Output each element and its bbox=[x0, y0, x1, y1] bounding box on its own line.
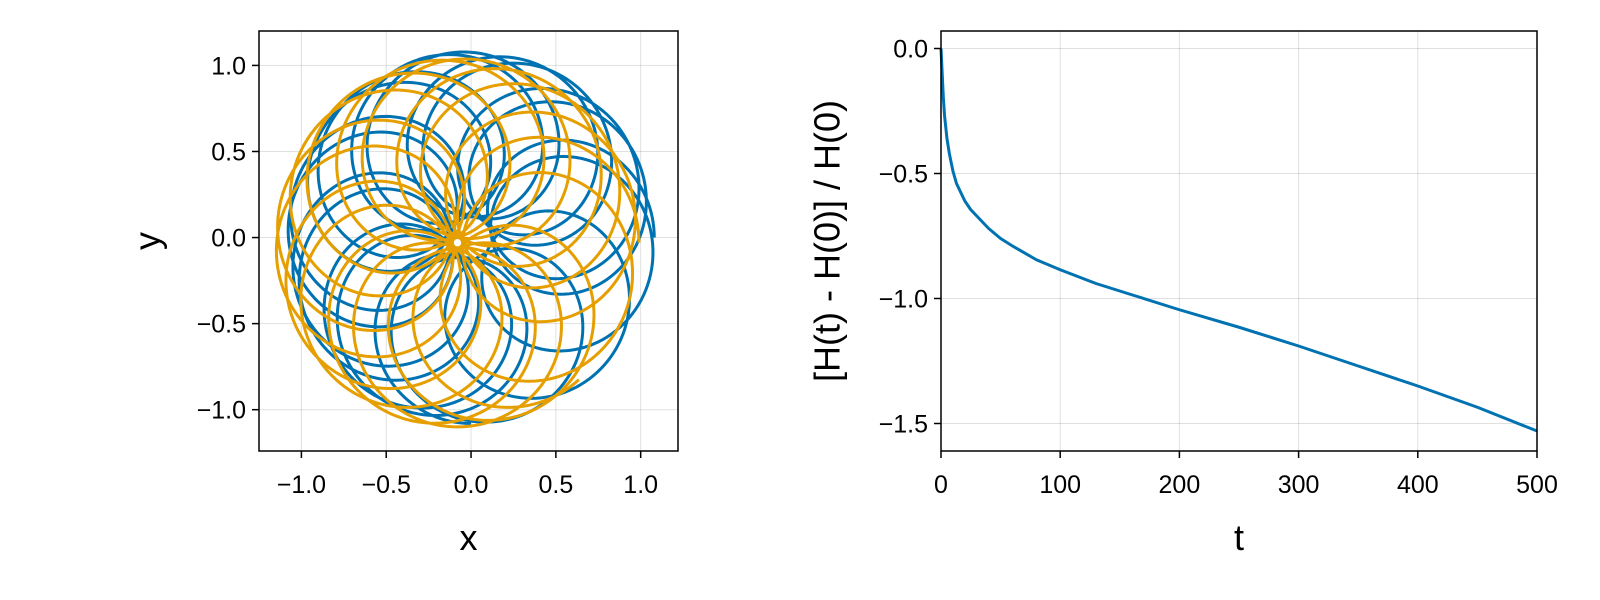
t-axis-label: t bbox=[1234, 517, 1244, 558]
energy-error-axis-label: [H(t) - H(0)] / H(0) bbox=[807, 100, 848, 382]
series-line-0 bbox=[939, 48, 1538, 433]
x-tick-label: 300 bbox=[1278, 471, 1320, 499]
trajectory-plot-ticks: −1.0 −0.5 0.0 0.5 1.0 −1.0 −0.5 0.0 0.5 1.0 bbox=[197, 52, 658, 499]
x-tick-label: 0.5 bbox=[538, 471, 573, 499]
y-tick-label: 0.0 bbox=[211, 225, 246, 253]
energy-error-plot: 0 100 200 300 400 500 0.0 −0.5 −1.0 −1.5 t [H(t) … bbox=[807, 30, 1558, 558]
y-tick-label: −0.5 bbox=[879, 161, 928, 189]
x-tick-label: 0 bbox=[934, 471, 948, 499]
trajectory-plot-series bbox=[274, 50, 656, 429]
energy-error-plot-ticks: 0 100 200 300 400 500 0.0 −0.5 −1.0 −1.5 bbox=[879, 36, 1558, 500]
x-tick-label: 400 bbox=[1397, 471, 1439, 499]
x-axis-label: x bbox=[460, 517, 478, 558]
y-tick-label: 0.5 bbox=[211, 138, 246, 166]
x-tick-label: 500 bbox=[1516, 471, 1558, 499]
x-tick-label: −1.0 bbox=[277, 471, 326, 499]
energy-error-plot-frame bbox=[940, 30, 1538, 452]
y-axis-label: y bbox=[127, 232, 168, 250]
y-tick-label: −1.0 bbox=[879, 286, 928, 314]
energy-error-plot-series bbox=[939, 48, 1538, 433]
energy-error-plot-grid bbox=[940, 31, 1538, 451]
x-tick-label: 100 bbox=[1039, 471, 1081, 499]
y-tick-label: −1.5 bbox=[879, 411, 928, 439]
y-tick-label: −1.0 bbox=[197, 397, 246, 425]
x-tick-label: 200 bbox=[1159, 471, 1201, 499]
y-tick-label: 1.0 bbox=[211, 52, 246, 80]
x-tick-label: −0.5 bbox=[362, 471, 411, 499]
y-tick-label: −0.5 bbox=[197, 311, 246, 339]
trajectory-plot-frame bbox=[258, 30, 679, 452]
series-line-1 bbox=[274, 57, 641, 429]
x-tick-label: 1.0 bbox=[623, 471, 658, 499]
x-tick-label: 0.0 bbox=[454, 471, 489, 499]
y-tick-label: 0.0 bbox=[893, 36, 928, 64]
trajectory-plot: −1.0 −0.5 0.0 0.5 1.0 −1.0 −0.5 0.0 0.5 1.0 x y bbox=[127, 30, 679, 558]
